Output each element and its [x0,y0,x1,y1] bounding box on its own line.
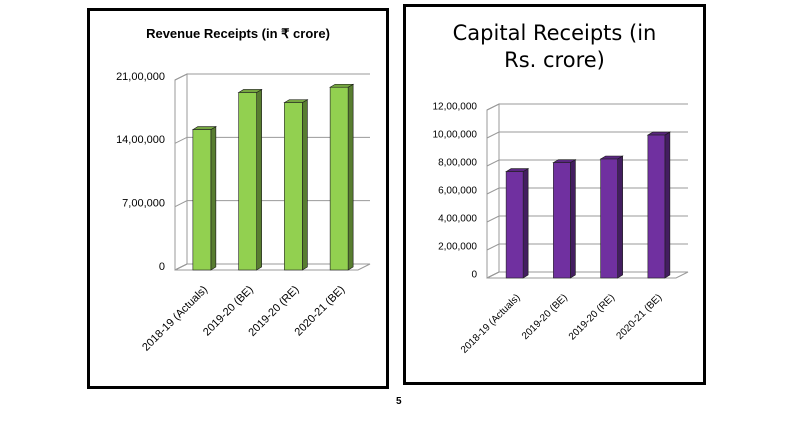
grid-line [174,136,370,144]
chart-title: Revenue Receipts (in ₹ crore) [146,26,330,41]
chart-frame: Revenue Receipts (in ₹ crore) [87,8,389,389]
bar-side [210,126,217,271]
y-tick-label: 7,00,000 [122,198,165,210]
y-tick-label: 0 [471,270,477,281]
bar [192,129,212,271]
grid-line [174,200,370,208]
bar [553,162,571,279]
bar [238,92,257,271]
x-tick-label: 2018-19 (Actuals) [459,292,523,356]
x-tick-label: 2020-21 (BE) [615,292,665,342]
y-tick-label: 4,00,000 [438,214,477,225]
bar-side [256,88,262,271]
bar [600,158,618,279]
bar-side [302,99,308,271]
side-wall [174,73,188,271]
bar [329,86,349,271]
y-tick-label: 6,00,000 [438,186,477,197]
y-tick-label: 21,00,000 [116,71,165,83]
page-number: 5 [396,396,402,407]
x-tick-label: 2018-19 (Actuals) [140,284,210,354]
x-tick-label: 2019-20 (BE) [520,292,570,342]
y-tick-label: 14,00,000 [116,134,165,146]
bar-side [664,131,671,279]
chart-frame: Capital Receipts (in Rs. crore) [403,4,706,385]
bar-side [617,155,623,279]
grid-line [174,73,370,81]
bar [505,171,524,279]
bar-side [347,83,354,271]
y-tick-label: 12,00,000 [433,102,478,113]
grid-line [486,187,688,195]
chart-title: Capital Receipts (in Rs. crore) [452,21,657,72]
y-tick-label: 8,00,000 [438,158,477,169]
grid-line [486,243,688,251]
bar-side [570,159,576,279]
y-tick-label: 0 [159,261,165,273]
grid-line [486,103,688,111]
bar [284,102,303,271]
grid-line [486,215,688,223]
y-tick-label: 10,00,000 [433,130,478,141]
grid-line [486,159,688,167]
y-tick-label: 2,00,000 [438,242,477,253]
x-tick-label: 2019-20 (RE) [567,292,617,342]
bar [647,134,666,279]
bar-side [522,168,529,279]
grid-line [486,131,688,139]
